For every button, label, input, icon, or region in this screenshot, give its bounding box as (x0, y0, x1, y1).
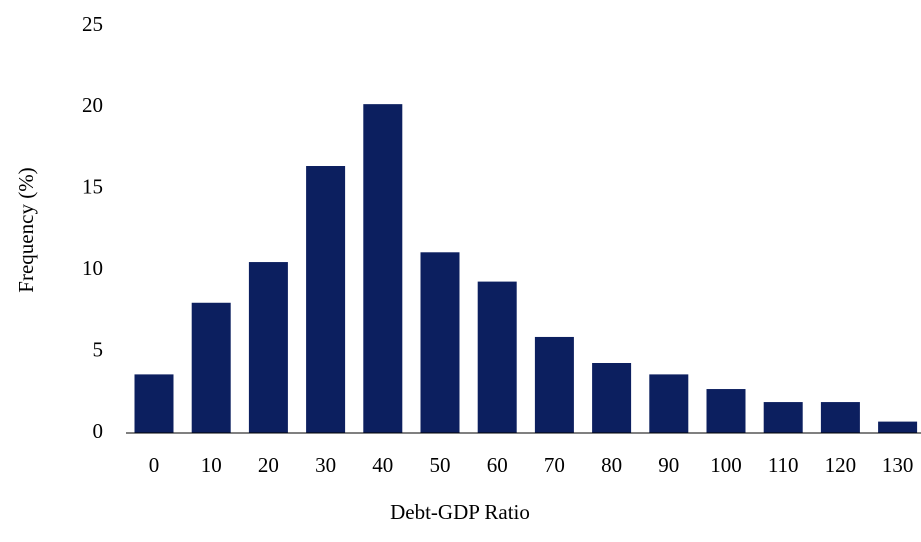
y-tick-label: 10 (82, 256, 103, 280)
y-tick-label: 0 (93, 419, 104, 443)
x-axis-title: Debt-GDP Ratio (390, 500, 530, 524)
x-tick-label: 10 (201, 453, 222, 477)
y-tick-label: 15 (82, 175, 103, 199)
x-tick-label: 60 (487, 453, 508, 477)
x-tick-label: 80 (601, 453, 622, 477)
bar (763, 402, 803, 433)
bar (363, 104, 403, 434)
x-tick-label: 90 (658, 453, 679, 477)
y-tick-label: 25 (82, 12, 103, 36)
y-tick-label: 20 (82, 93, 103, 117)
bar (820, 402, 860, 433)
bar (134, 374, 174, 433)
bar (477, 281, 517, 433)
bar (706, 389, 746, 433)
x-tick-label: 20 (258, 453, 279, 477)
x-tick-label: 110 (768, 453, 799, 477)
x-tick-label: 0 (149, 453, 160, 477)
x-tick-label: 50 (430, 453, 451, 477)
y-axis-title: Frequency (%) (14, 167, 38, 292)
x-tick-label: 30 (315, 453, 336, 477)
bar (878, 421, 918, 433)
x-tick-label: 70 (544, 453, 565, 477)
x-tick-label: 100 (710, 453, 742, 477)
bar (306, 166, 346, 433)
x-tick-label: 40 (372, 453, 393, 477)
bar (191, 302, 231, 433)
y-tick-label: 5 (93, 337, 104, 361)
bar (248, 262, 288, 433)
bar (534, 336, 574, 433)
x-tick-label: 130 (882, 453, 914, 477)
bar (420, 252, 460, 433)
x-tick-label: 120 (825, 453, 857, 477)
bar (649, 374, 689, 433)
bar (592, 362, 632, 433)
